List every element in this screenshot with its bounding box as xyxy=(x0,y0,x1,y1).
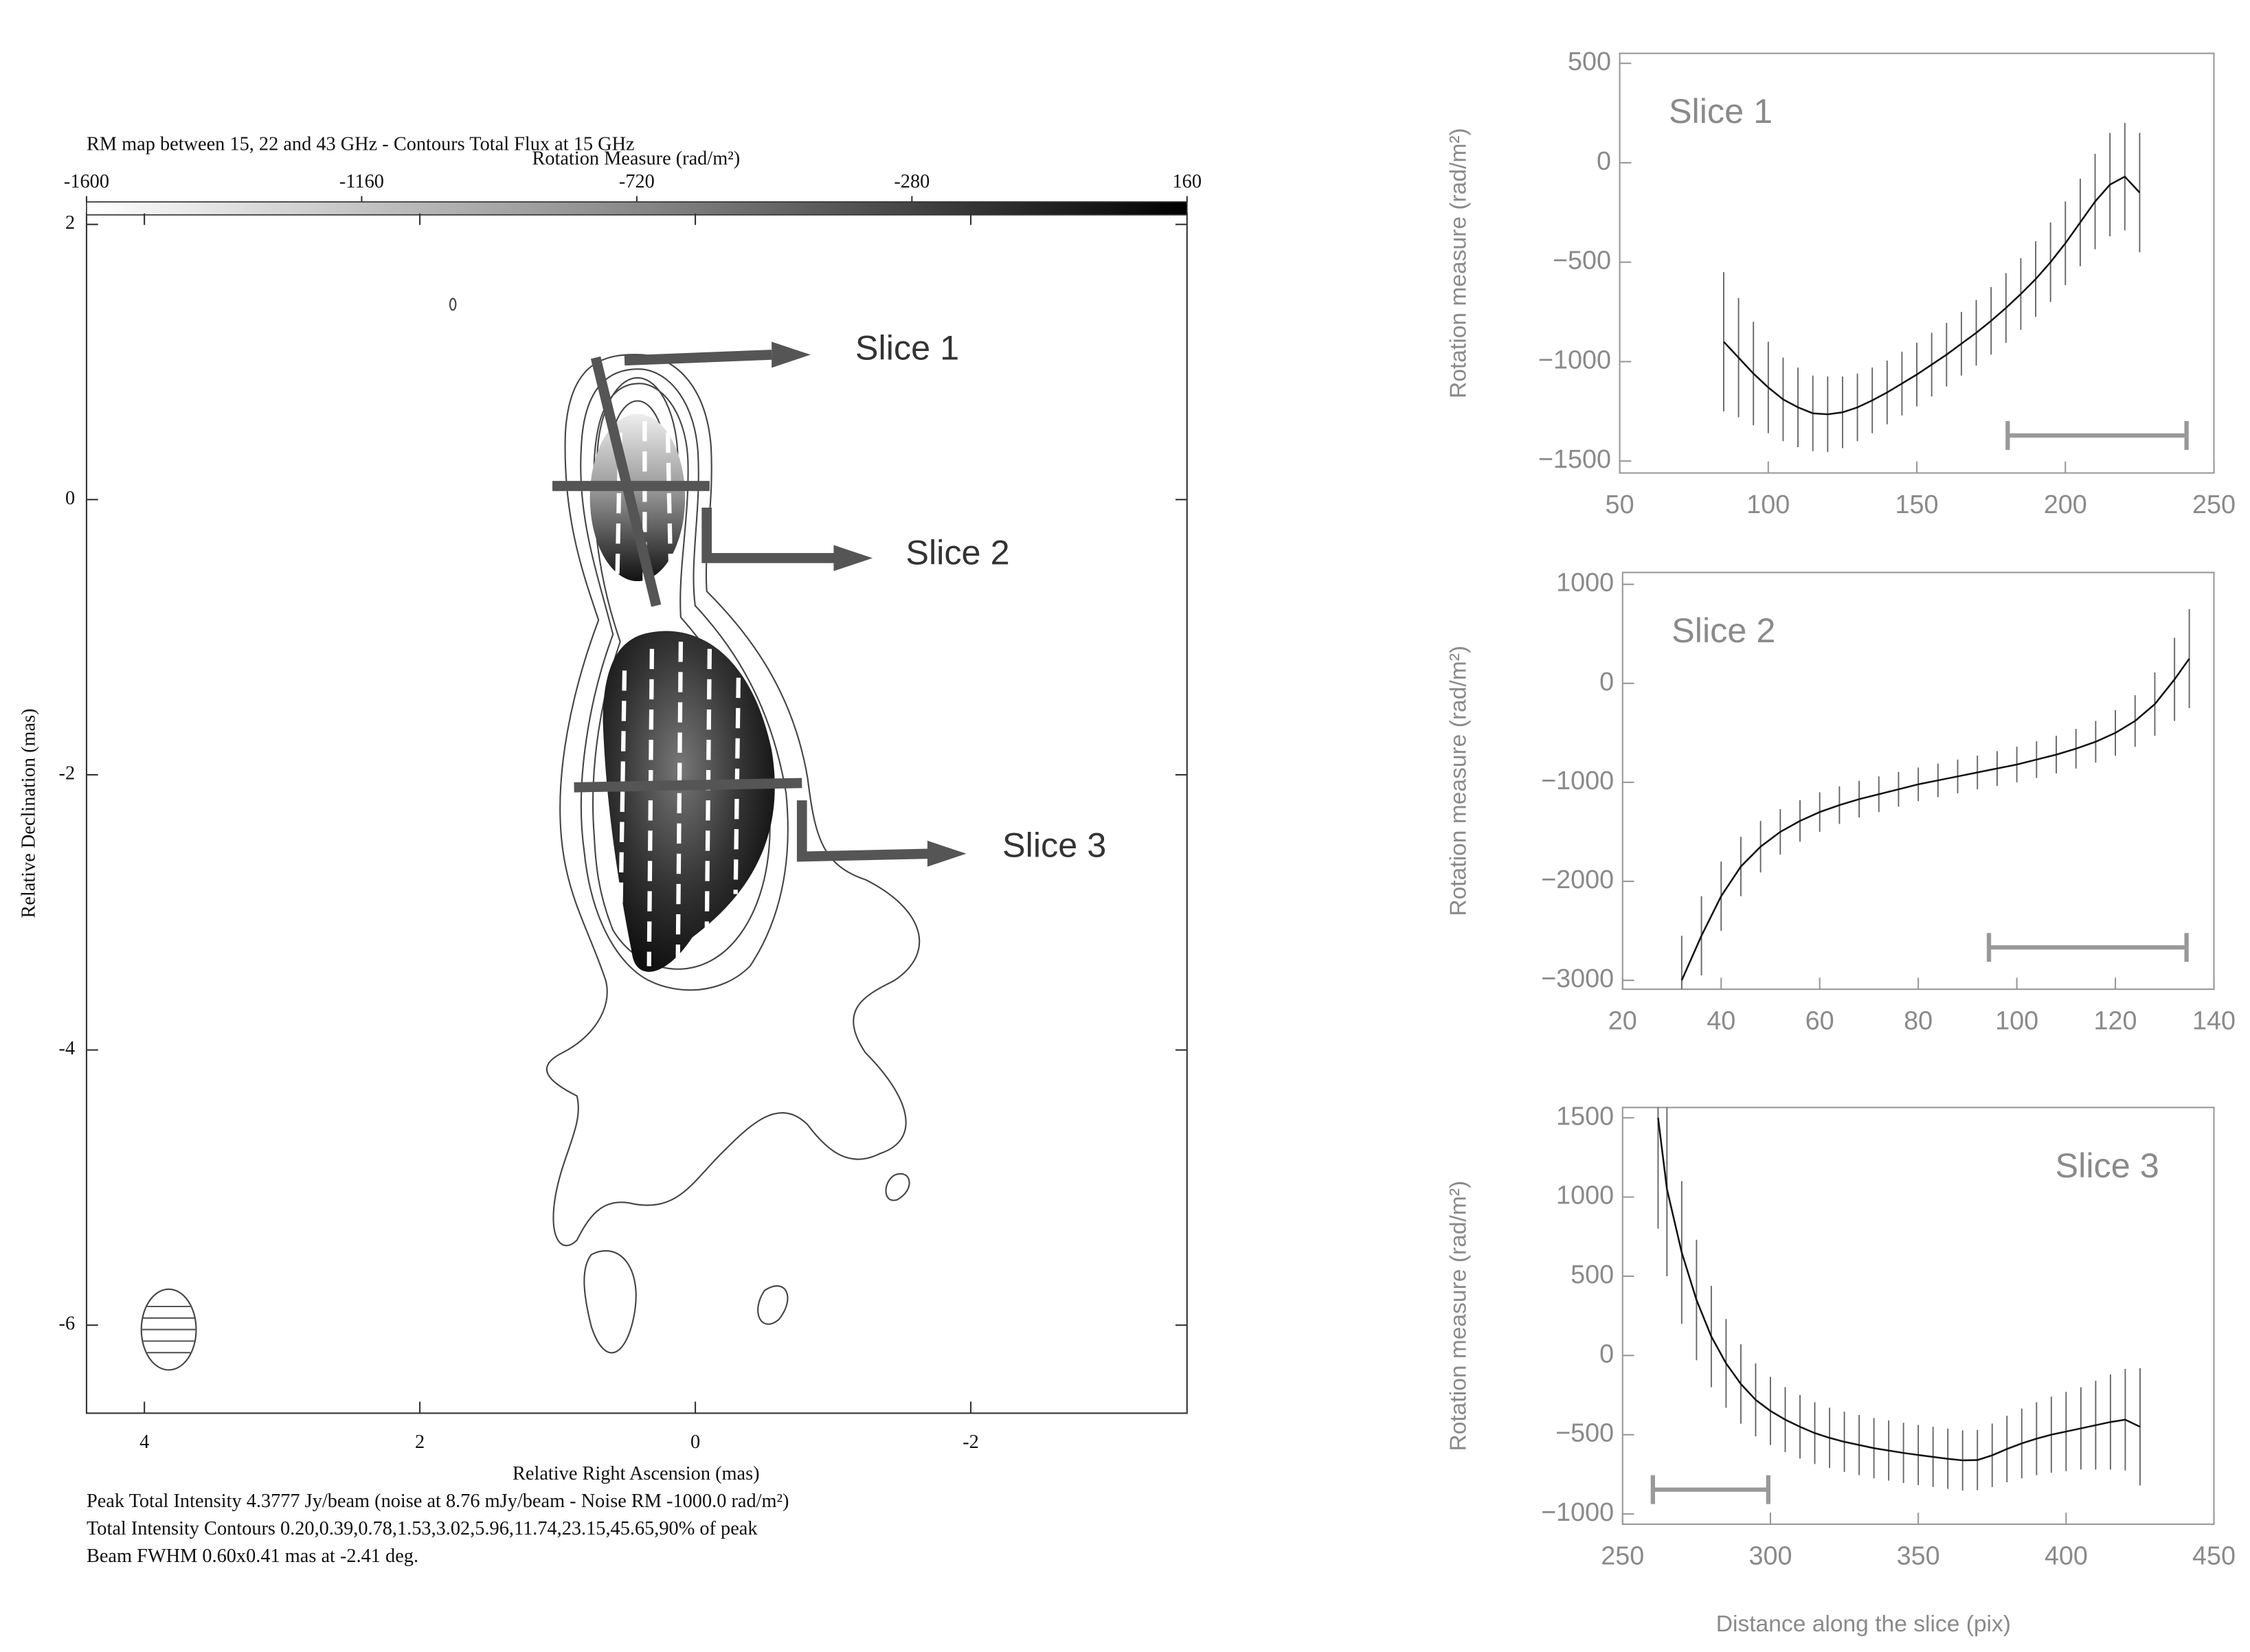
panel-title: Slice 3 xyxy=(2056,1146,2159,1185)
x-tick-label: -2 xyxy=(963,1432,979,1453)
panel-title: Slice 2 xyxy=(1672,611,1775,650)
y-axis-label: Relative Declination (mas) xyxy=(19,708,40,918)
x-axis-label: Distance along the slice (pix) xyxy=(1716,1611,2011,1637)
map-note: Peak Total Intensity 4.3777 Jy/beam (noi… xyxy=(87,1491,789,1512)
scale-bars xyxy=(1650,421,2189,1504)
x-tick-label: 20 xyxy=(1608,1006,1637,1035)
colorbar-tick-label: -280 xyxy=(894,171,930,192)
y-tick-label: 2 xyxy=(65,212,75,234)
y-tick-label: −2000 xyxy=(1541,865,1614,894)
x-tick-label: 150 xyxy=(1895,490,1939,519)
colorbar-label: Rotation Measure (rad/m²) xyxy=(532,148,740,170)
colorbar-tick-label: 160 xyxy=(1173,171,1202,192)
x-tick-label: 80 xyxy=(1904,1006,1933,1035)
x-tick-label: 4 xyxy=(139,1432,149,1453)
x-tick-label: 120 xyxy=(2094,1006,2137,1035)
y-tick-label: -2 xyxy=(59,762,76,784)
x-tick-label: 100 xyxy=(1995,1006,2038,1035)
y-tick-label: −1000 xyxy=(1538,346,1611,374)
x-tick-label: 250 xyxy=(2192,490,2236,519)
x-tick-label: 300 xyxy=(1748,1541,1792,1570)
x-tick-label: 60 xyxy=(1805,1006,1834,1035)
y-tick-label: −500 xyxy=(1555,1419,1614,1448)
y-tick-label: 1000 xyxy=(1556,569,1614,598)
y-tick-label: 1500 xyxy=(1556,1102,1614,1131)
y-tick-label: −1000 xyxy=(1541,1498,1614,1527)
y-tick-label: 0 xyxy=(1599,668,1614,697)
rm-curve xyxy=(1723,175,2141,416)
plot-area xyxy=(1657,1107,2141,1491)
y-axis-label: Rotation measure (rad/m²) xyxy=(1445,128,1471,398)
y-tick-label: 1000 xyxy=(1556,1181,1614,1210)
panel-title: Slice 1 xyxy=(1669,91,1773,131)
y-tick-label: −3000 xyxy=(1541,964,1614,993)
colorbar-tick-label: -1600 xyxy=(64,171,109,192)
y-tick-label: -4 xyxy=(59,1038,76,1059)
plot-area xyxy=(1680,609,2190,990)
y-axis-label: Rotation measure (rad/m²) xyxy=(1445,1181,1471,1451)
map-note: Beam FWHM 0.60x0.41 mas at -2.41 deg. xyxy=(87,1546,418,1567)
x-tick-label: 40 xyxy=(1707,1006,1735,1035)
rm-curve xyxy=(1680,658,2190,981)
x-tick-label: 350 xyxy=(1897,1541,1940,1570)
x-tick-label: 400 xyxy=(2045,1541,2088,1570)
y-tick-label: 500 xyxy=(1571,1260,1614,1289)
slice-annotation: Slice 2 xyxy=(905,533,1009,572)
y-tick-label: −1000 xyxy=(1541,767,1614,795)
x-tick-label: 50 xyxy=(1606,490,1634,519)
colorbar-tick-label: -720 xyxy=(619,171,655,192)
rm-curve xyxy=(1657,1118,2141,1462)
chart-title: RM map between 15, 22 and 43 GHz - Conto… xyxy=(87,134,635,155)
x-tick-label: 450 xyxy=(2192,1541,2236,1570)
y-axis-label: Rotation measure (rad/m²) xyxy=(1445,646,1471,916)
colorbar xyxy=(86,201,1188,216)
x-tick-label: 0 xyxy=(690,1432,700,1453)
x-tick-label: 100 xyxy=(1746,490,1790,519)
x-axis-label: Relative Right Ascension (mas) xyxy=(513,1463,760,1484)
y-tick-label: 0 xyxy=(1599,1339,1614,1368)
y-tick-label: 0 xyxy=(65,488,75,509)
slice-annotation: Slice 1 xyxy=(855,328,959,367)
x-tick-label: 140 xyxy=(2192,1006,2236,1035)
y-tick-label: 500 xyxy=(1568,47,1611,76)
plot-area xyxy=(1722,123,2141,453)
y-tick-label: 0 xyxy=(1597,147,1611,176)
y-tick-label: −500 xyxy=(1553,247,1611,275)
y-tick-label: -6 xyxy=(59,1313,76,1335)
slice-annotation: Slice 3 xyxy=(1002,826,1106,865)
x-tick-label: 250 xyxy=(1601,1541,1644,1570)
x-tick-label: 2 xyxy=(415,1432,425,1453)
x-tick-label: 200 xyxy=(2044,490,2087,519)
colorbar-tick-label: -1160 xyxy=(339,171,384,192)
y-tick-label: −1500 xyxy=(1538,445,1611,474)
map-note: Total Intensity Contours 0.20,0.39,0.78,… xyxy=(87,1518,758,1539)
rm-map-image xyxy=(140,297,967,1371)
